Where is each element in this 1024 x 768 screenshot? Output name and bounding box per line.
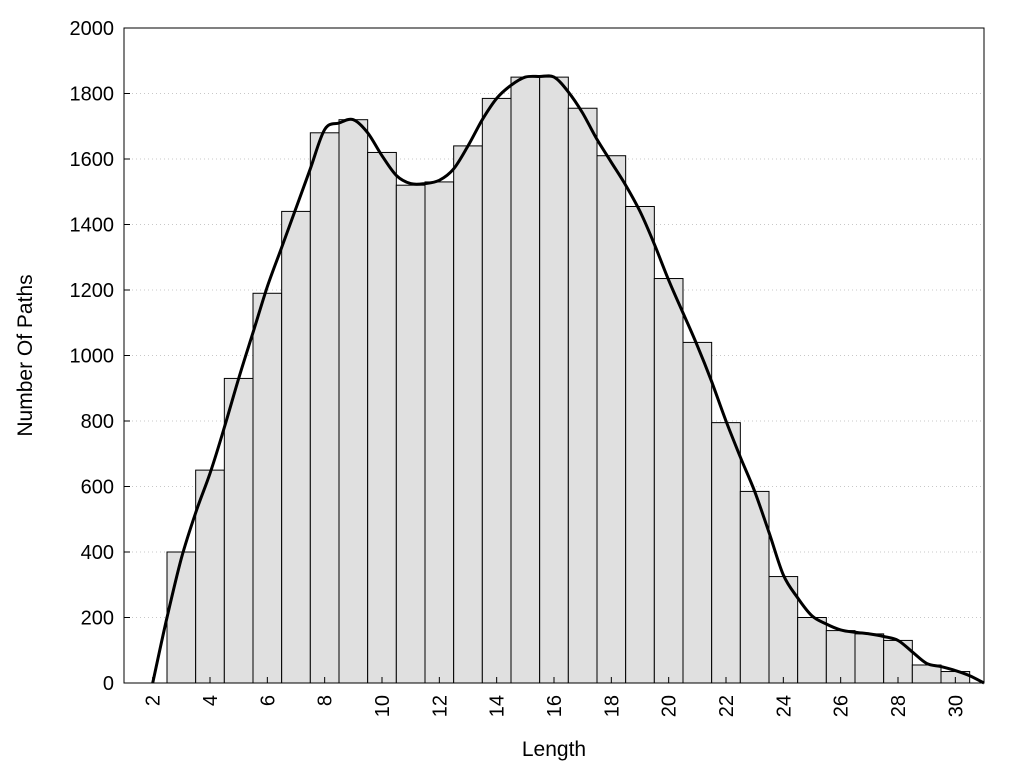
bar-22 xyxy=(711,422,741,684)
x-tick-label: 26 xyxy=(831,695,853,717)
bar-14 xyxy=(481,97,512,684)
bar-19 xyxy=(625,205,655,684)
bar-16 xyxy=(539,76,569,684)
x-axis-ticks: 2 4 6 8 10 12 14 16 18 20 22 24 26 28 30 xyxy=(143,677,967,717)
bar-9 xyxy=(338,119,369,684)
y-tick-label: 600 xyxy=(81,477,114,499)
bar-18 xyxy=(596,155,627,684)
y-tick-label: 400 xyxy=(81,542,114,564)
y-tick-label: 1000 xyxy=(70,346,115,368)
x-tick-label: 30 xyxy=(945,695,967,717)
x-tick-label: 12 xyxy=(429,695,451,717)
bar-26 xyxy=(825,630,856,684)
x-tick-label: 10 xyxy=(372,695,394,717)
bar-27 xyxy=(854,633,885,684)
y-axis-ticks: 0 200 400 600 800 1000 1200 1400 1600 1800 2000 xyxy=(70,18,130,695)
x-tick-label: 20 xyxy=(659,695,681,717)
bar-20 xyxy=(653,278,684,684)
bar-11 xyxy=(395,184,426,684)
bar-24 xyxy=(768,576,799,684)
y-tick-label: 2000 xyxy=(70,18,115,40)
y-tick-label: 1400 xyxy=(70,215,115,237)
bar-13 xyxy=(453,145,483,684)
smooth-curve-line xyxy=(151,74,985,685)
bar-25 xyxy=(797,617,827,684)
x-tick-label: 28 xyxy=(888,695,910,717)
x-tick-label: 6 xyxy=(257,695,279,706)
x-axis-title: Length xyxy=(522,738,586,761)
bar-6 xyxy=(252,292,283,684)
y-tick-label: 1200 xyxy=(70,280,115,302)
x-tick-label: 22 xyxy=(716,695,738,717)
bar-3 xyxy=(166,551,197,684)
bar-17 xyxy=(567,107,598,684)
y-tick-label: 1800 xyxy=(70,84,115,106)
bar-21 xyxy=(682,341,713,684)
bar-4 xyxy=(195,469,225,684)
bars xyxy=(166,76,971,684)
grid-lines xyxy=(124,93,984,618)
y-tick-label: 0 xyxy=(103,673,114,695)
x-tick-label: 2 xyxy=(143,695,165,706)
y-tick-label: 1600 xyxy=(70,149,115,171)
x-tick-label: 24 xyxy=(773,695,795,717)
x-tick-label: 16 xyxy=(544,695,566,717)
y-tick-label: 800 xyxy=(81,411,114,433)
curve xyxy=(151,74,985,685)
y-tick-label: 200 xyxy=(81,608,114,630)
bar-12 xyxy=(424,181,455,684)
bar-15 xyxy=(510,76,541,684)
bar-5 xyxy=(223,377,254,684)
y-axis-title: Number Of Paths xyxy=(14,274,37,436)
bar-7 xyxy=(281,210,311,684)
x-tick-label: 14 xyxy=(487,695,509,717)
bar-29 xyxy=(911,664,942,684)
bar-8 xyxy=(309,132,340,684)
x-tick-label: 4 xyxy=(200,695,222,706)
x-tick-label: 8 xyxy=(315,695,337,706)
x-tick-label: 18 xyxy=(601,695,623,717)
bar-10 xyxy=(367,151,397,684)
